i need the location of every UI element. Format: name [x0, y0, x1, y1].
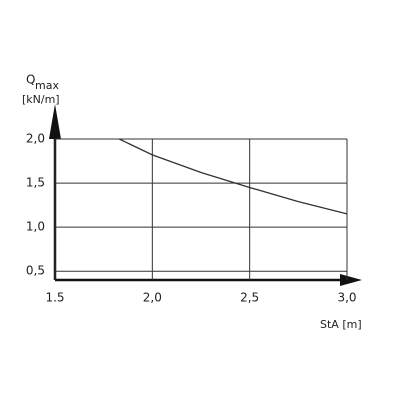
- x-axis-arrow: [340, 274, 362, 286]
- x-tick-label: 3,0: [337, 291, 356, 305]
- y-axis-arrow: [49, 104, 61, 139]
- x-tick-label: 2,0: [143, 291, 162, 305]
- x-tick-label: 2,5: [240, 291, 259, 305]
- y-tick-label: 0,5: [26, 264, 45, 278]
- y-axis-label: Q: [26, 73, 35, 87]
- y-tick-label: 1,0: [26, 220, 45, 234]
- y-axis-unit: [kN/m]: [22, 93, 60, 106]
- x-tick-label: 1.5: [45, 291, 64, 305]
- y-tick-label: 1,5: [26, 176, 45, 190]
- data-line: [118, 138, 348, 215]
- x-axis-label: StA [m]: [320, 318, 362, 331]
- y-axis-label-sub: max: [35, 79, 59, 92]
- y-tick-label: 2,0: [26, 132, 45, 146]
